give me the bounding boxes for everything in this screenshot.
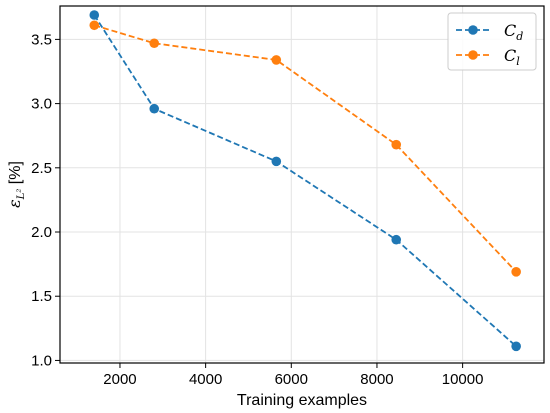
legend-label-d: Cd (504, 21, 523, 43)
x-tick-label: 6000 (275, 371, 308, 388)
y-tick-label: 2.5 (31, 160, 52, 177)
data-point-l (149, 38, 160, 49)
legend-marker-l (468, 50, 478, 60)
data-point-d (511, 341, 521, 352)
y-axis-label-symbol: ε (5, 199, 24, 208)
data-point-l (271, 55, 282, 65)
data-point-d (271, 156, 282, 167)
data-point-d (89, 10, 100, 20)
ticks: 2000 4000 6000 8000 10000 1.0 1.5 2.0 2.5 3.0 3.5 (31, 31, 483, 388)
x-tick-label: 8000 (360, 371, 393, 388)
data-point-d (391, 234, 402, 245)
data-point-l (89, 20, 100, 31)
y-tick-label: 2.0 (31, 224, 52, 241)
y-axis-label: εL² [%] (5, 161, 27, 208)
x-tick-label: 10000 (442, 371, 484, 388)
legend: Cd Cl (447, 12, 537, 71)
y-axis-label-subscript: L² (16, 189, 27, 201)
y-tick-label: 1.5 (31, 288, 52, 305)
y-tick-label: 3.5 (31, 31, 52, 48)
x-axis-label: Training examples (237, 392, 367, 409)
series-layer (89, 10, 521, 352)
data-point-l (511, 267, 521, 277)
x-tick-label: 4000 (189, 371, 222, 388)
data-point-d (149, 103, 160, 114)
plot-frame (59, 5, 545, 364)
legend-label-l: Cl (504, 46, 520, 68)
legend-marker-d (468, 25, 478, 35)
data-point-l (391, 139, 402, 150)
y-tick-label: 3.0 (31, 96, 52, 113)
y-axis-label-unit: [%] (7, 161, 24, 189)
x-tick-label: 2000 (103, 371, 136, 388)
y-tick-label: 1.0 (31, 352, 52, 369)
